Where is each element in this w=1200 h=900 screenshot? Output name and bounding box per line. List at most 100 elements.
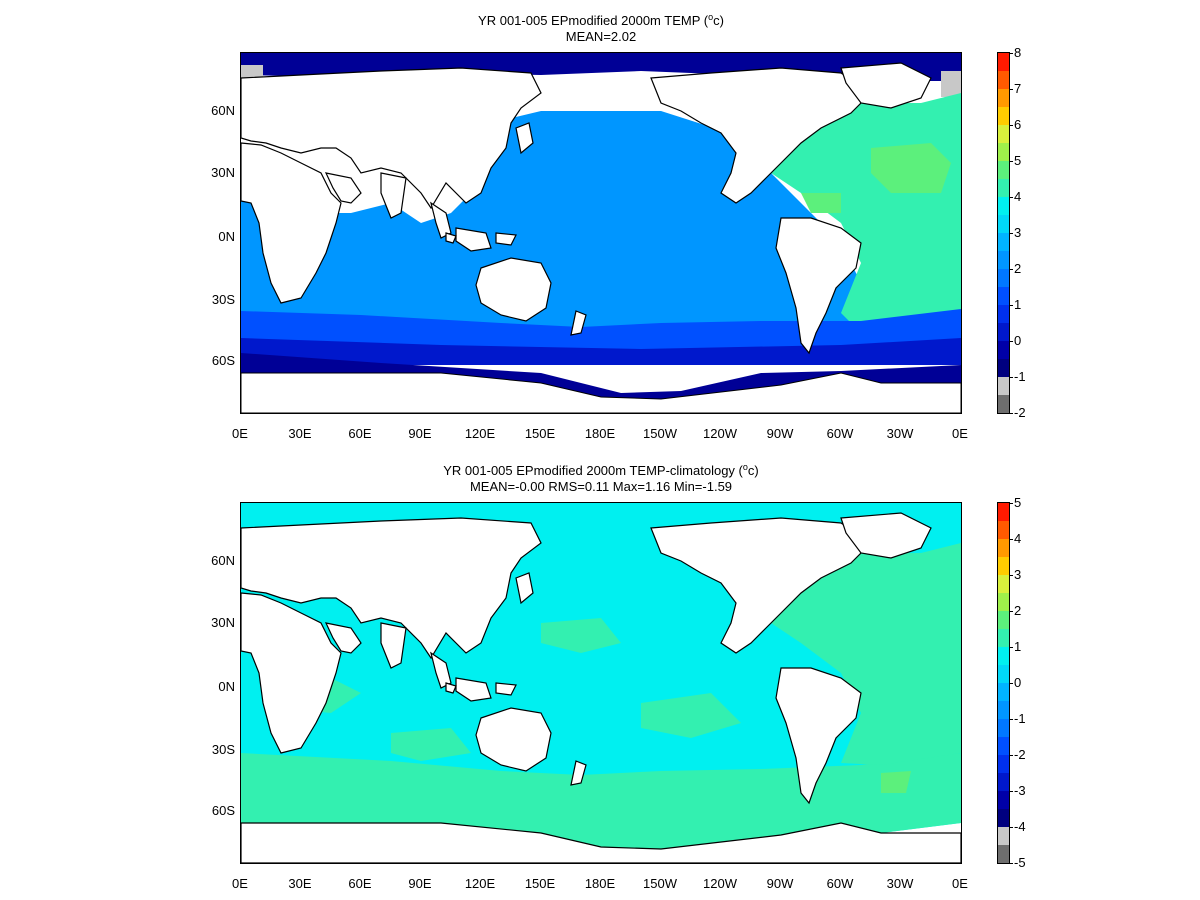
colorbar-cell xyxy=(998,557,1009,575)
colorbar-cell xyxy=(998,197,1009,215)
top-map xyxy=(240,52,962,414)
colorbar-tick xyxy=(1009,377,1013,378)
colorbar-tick xyxy=(1009,233,1013,234)
lon-tick: 90E xyxy=(408,876,432,891)
colorbar-cell xyxy=(998,845,1009,863)
colorbar-label: -2 xyxy=(1014,405,1026,420)
colorbar-cell xyxy=(998,647,1009,665)
colorbar-tick xyxy=(1009,503,1013,504)
colorbar-cell xyxy=(998,161,1009,179)
lon-tick: 30E xyxy=(288,426,312,441)
colorbar-tick xyxy=(1009,161,1013,162)
colorbar-tick xyxy=(1009,53,1013,54)
colorbar-tick xyxy=(1009,683,1013,684)
colorbar-label: 8 xyxy=(1014,45,1022,60)
colorbar-cell xyxy=(998,323,1009,341)
colorbar-cell xyxy=(998,521,1009,539)
bottom-panel-subtitle: MEAN=-0.00 RMS=0.11 Max=1.16 Min=-1.59 xyxy=(469,479,733,494)
colorbar-label: -1 xyxy=(1014,711,1026,726)
colorbar-cell xyxy=(998,575,1009,593)
colorbar-cell xyxy=(998,611,1009,629)
colorbar-tick xyxy=(1009,575,1013,576)
colorbar-tick xyxy=(1009,539,1013,540)
colorbar-cell xyxy=(998,125,1009,143)
top-panel-subtitle: MEAN=2.02 xyxy=(565,29,637,44)
colorbar-tick xyxy=(1009,719,1013,720)
bottom-panel-title: YR 001-005 EPmodified 2000m TEMP-climato… xyxy=(443,462,759,478)
colorbar-cell xyxy=(998,701,1009,719)
anomaly-atlantic-field xyxy=(771,543,961,765)
colorbar-label: -1 xyxy=(1014,369,1026,384)
lat-tick: 60S xyxy=(211,803,235,818)
colorbar-label: 1 xyxy=(1014,297,1022,312)
colorbar-cell xyxy=(998,233,1009,251)
colorbar-cell xyxy=(998,215,1009,233)
colorbar-cell xyxy=(998,719,1009,737)
colorbar-cell xyxy=(998,593,1009,611)
colorbar-tick xyxy=(1009,89,1013,90)
colorbar-label: 6 xyxy=(1014,117,1022,132)
lon-tick: 60W xyxy=(826,876,854,891)
colorbar-label: 4 xyxy=(1014,189,1022,204)
colorbar-cell xyxy=(998,305,1009,323)
top-map-svg xyxy=(241,53,961,413)
colorbar-cell xyxy=(998,179,1009,197)
colorbar-tick xyxy=(1009,305,1013,306)
southern-deep-field xyxy=(241,353,961,399)
colorbar-label: 2 xyxy=(1014,261,1022,276)
colorbar-label: -3 xyxy=(1014,783,1026,798)
colorbar-tick xyxy=(1009,125,1013,126)
colorbar-cell xyxy=(998,809,1009,827)
lon-tick: 90W xyxy=(766,876,794,891)
lon-tick: 0E xyxy=(232,876,248,891)
colorbar-label: -4 xyxy=(1014,819,1026,834)
lat-tick: 30N xyxy=(211,165,235,180)
continents xyxy=(241,512,961,863)
colorbar-cell xyxy=(998,773,1009,791)
colorbar-label: 3 xyxy=(1014,225,1022,240)
lon-tick: 150W xyxy=(643,876,677,891)
colorbar-label: -2 xyxy=(1014,747,1026,762)
colorbar-cell xyxy=(998,539,1009,557)
lon-tick: 180E xyxy=(584,426,616,441)
colorbar-tick xyxy=(1009,197,1013,198)
colorbar-cell xyxy=(998,71,1009,89)
lon-tick: 60E xyxy=(348,876,372,891)
colorbar-label: 5 xyxy=(1014,495,1022,510)
colorbar-cell xyxy=(998,665,1009,683)
anomaly-southern-field xyxy=(241,753,961,849)
continents xyxy=(241,62,932,355)
colorbar-tick xyxy=(1009,611,1013,612)
lon-tick: 0E xyxy=(952,426,968,441)
colorbar-cell xyxy=(998,53,1009,71)
colorbar-tick xyxy=(1009,863,1013,864)
colorbar-tick xyxy=(1009,269,1013,270)
colorbar-label: 2 xyxy=(1014,603,1022,618)
lon-tick: 30E xyxy=(288,876,312,891)
lon-tick: 150E xyxy=(524,426,556,441)
southern-field xyxy=(241,338,961,365)
colorbar-cell xyxy=(998,143,1009,161)
colorbar-label: 0 xyxy=(1014,675,1022,690)
lat-tick: 30S xyxy=(211,742,235,757)
lon-tick: 90W xyxy=(766,426,794,441)
lat-tick: 30N xyxy=(211,615,235,630)
lon-tick: 120W xyxy=(703,876,737,891)
colorbar-tick xyxy=(1009,827,1013,828)
colorbar-cell xyxy=(998,629,1009,647)
colorbar-cell xyxy=(998,269,1009,287)
lat-tick: 60N xyxy=(211,553,235,568)
colorbar-tick xyxy=(1009,413,1013,414)
lon-tick: 30W xyxy=(886,426,914,441)
lon-tick: 120E xyxy=(464,876,496,891)
lon-tick: 0E xyxy=(232,426,248,441)
colorbar-label: 0 xyxy=(1014,333,1022,348)
colorbar-label: 7 xyxy=(1014,81,1022,96)
colorbar-cell xyxy=(998,827,1009,845)
bottom-map-svg xyxy=(241,503,961,863)
colorbar-tick xyxy=(1009,341,1013,342)
colorbar-cell xyxy=(998,359,1009,377)
lon-tick: 150W xyxy=(643,426,677,441)
lat-tick: 60S xyxy=(211,353,235,368)
lat-tick: 0N xyxy=(218,679,235,694)
